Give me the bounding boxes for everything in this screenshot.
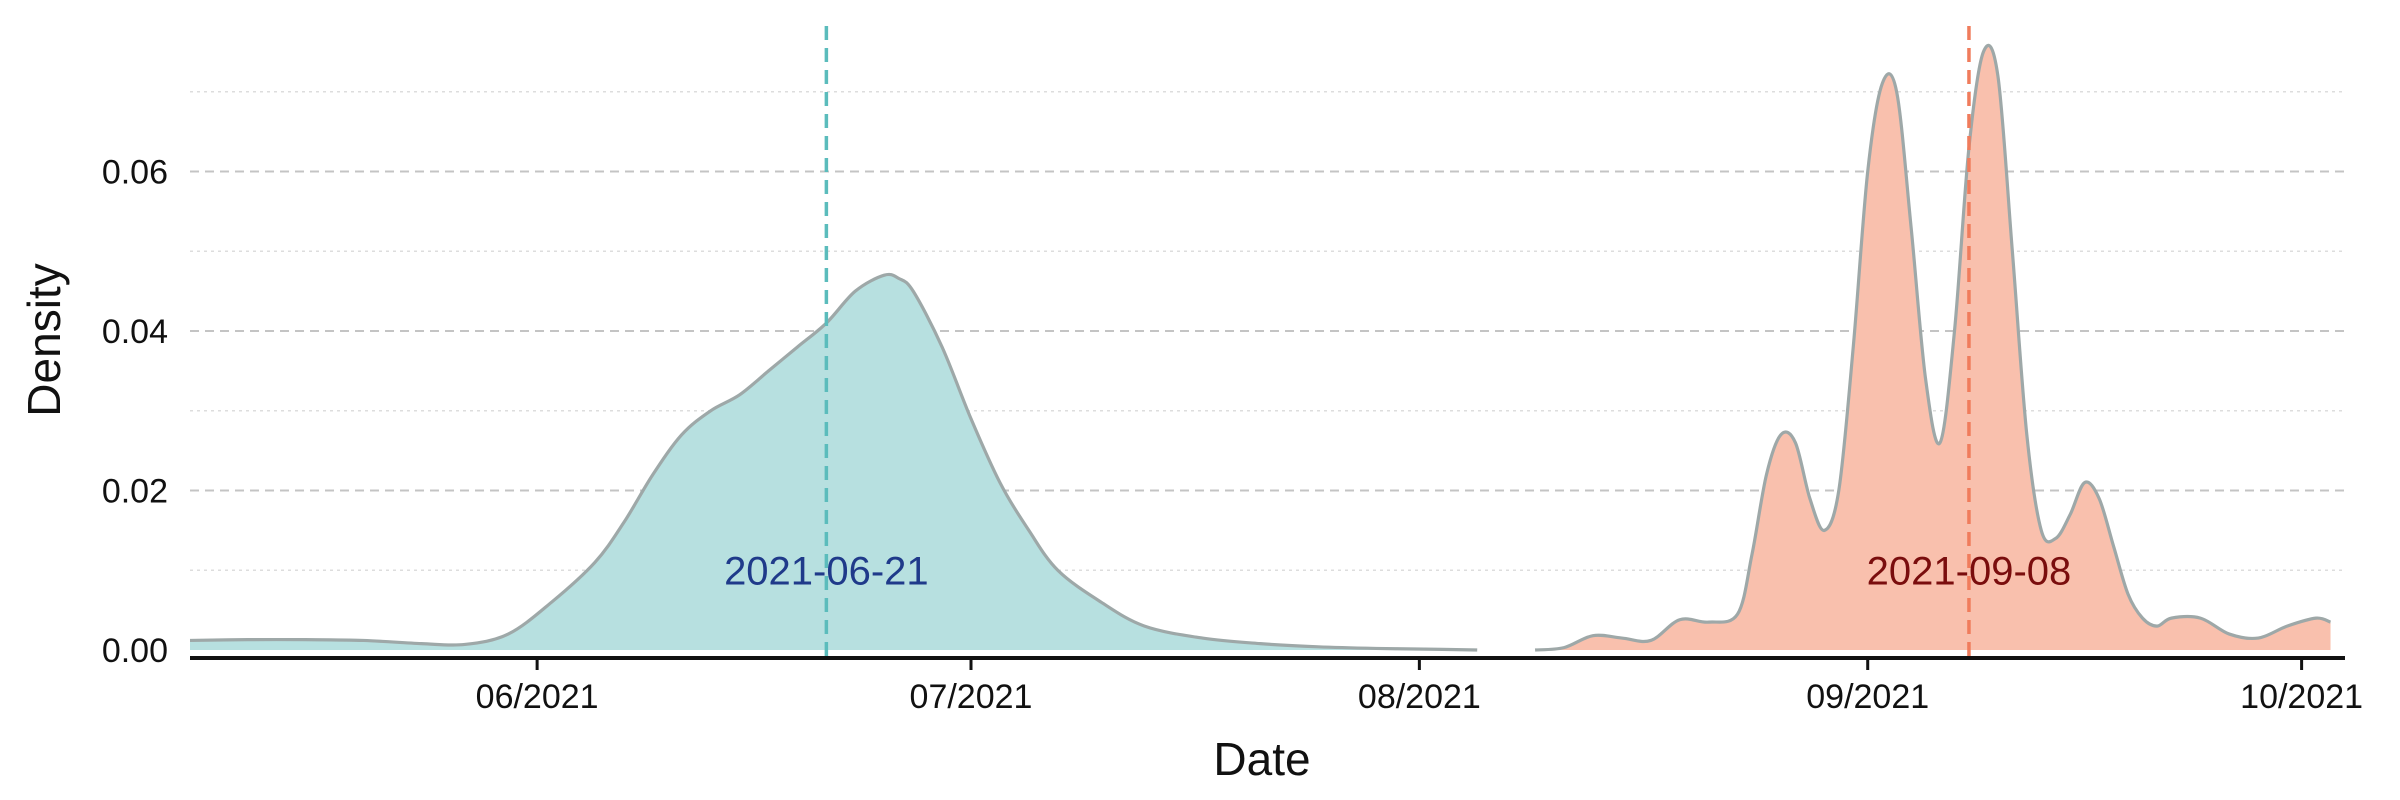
x-tick-label: 06/2021	[476, 678, 599, 716]
y-tick-labels: 0.00 0.02 0.04 0.06	[102, 154, 168, 671]
density-outline-1	[189, 272, 1478, 652]
grid-lines	[190, 91, 2345, 572]
density-outline-2	[1534, 43, 2332, 652]
x-tick-labels: 06/2021 07/2021 08/2021 09/2021 10/2021	[476, 658, 2363, 716]
x-tick-label: 09/2021	[1806, 678, 1929, 716]
reference-labels: 2021-06-21 2021-09-08	[724, 549, 2071, 593]
x-tick-label: 08/2021	[1358, 678, 1481, 716]
y-axis-title: Density	[18, 263, 70, 416]
x-axis-title: Date	[1213, 733, 1310, 785]
y-tick-label: 0.00	[102, 632, 168, 670]
y-tick-label: 0.06	[102, 154, 168, 192]
reference-label-1: 2021-06-21	[724, 549, 929, 593]
x-tick-label: 10/2021	[2240, 678, 2363, 716]
y-tick-label: 0.02	[102, 473, 168, 511]
y-tick-label: 0.04	[102, 313, 168, 351]
x-tick-label: 07/2021	[910, 678, 1033, 716]
reference-lines	[824, 26, 1971, 656]
density-area-1	[190, 274, 1478, 651]
density-areas	[189, 43, 2332, 652]
density-area-2	[1535, 45, 2331, 651]
reference-label-2: 2021-09-08	[1867, 549, 2072, 593]
